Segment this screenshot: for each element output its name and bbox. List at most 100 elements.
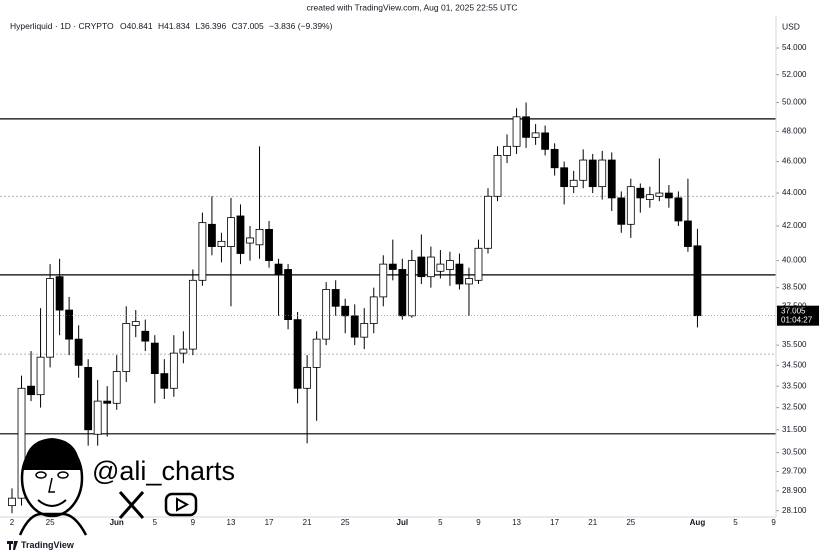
x-tick-label: Jul <box>397 518 409 527</box>
x-tick-label: 25 <box>46 518 55 527</box>
candle-body <box>607 159 616 199</box>
x-tick-label: 17 <box>550 518 559 527</box>
x-tick-label: 13 <box>512 518 521 527</box>
symbol: Hyperliquid · 1D · CRYPTO <box>10 21 114 31</box>
candle-body <box>350 315 359 338</box>
candle-body <box>208 223 216 247</box>
candle-body <box>474 247 483 281</box>
candle-body <box>369 296 378 324</box>
candle-body <box>541 132 550 150</box>
candle-body <box>693 245 702 317</box>
y-tick-label: 54.000 <box>782 43 807 52</box>
candle-body <box>103 400 112 404</box>
candle-body <box>141 330 150 342</box>
candle-body <box>55 276 64 311</box>
candle-body <box>426 256 435 278</box>
candle-body <box>112 371 121 404</box>
x-tick-label: 25 <box>626 518 635 527</box>
candle-body <box>236 215 245 254</box>
y-tick-label: 40.000 <box>782 256 807 265</box>
candle-body <box>674 197 683 222</box>
y-tick-label: 29.700 <box>782 467 807 476</box>
candle-body <box>274 263 283 276</box>
plot-area <box>0 47 779 514</box>
created-note: created with TradingView.com, Aug 01, 20… <box>306 2 517 12</box>
x-tick-label: 13 <box>227 518 236 527</box>
candle-body <box>284 269 292 321</box>
x-tick-label: 17 <box>265 518 274 527</box>
y-tick-label: 38.500 <box>782 283 807 292</box>
candle-body <box>74 338 83 366</box>
candle-body <box>303 366 312 389</box>
currency: USD <box>782 21 800 31</box>
candle-body <box>312 338 321 368</box>
candle-body <box>169 352 178 389</box>
price-tag: 37.005 01:04:27 <box>777 305 819 326</box>
y-tick-label: 32.500 <box>782 403 807 412</box>
candle-body <box>293 319 302 389</box>
x-tick-label: 21 <box>303 518 312 527</box>
candle-body <box>465 278 473 285</box>
y-tick-label: 34.500 <box>782 360 807 369</box>
candle-body <box>255 228 264 246</box>
candle-body <box>8 497 16 507</box>
footer-logo: TradingView <box>7 540 75 550</box>
low: L36.396 <box>196 21 227 31</box>
candle-body <box>560 167 569 188</box>
y-tick-label: 52.000 <box>782 70 807 79</box>
candle-body <box>93 400 102 435</box>
y-tick-label: 44.000 <box>782 188 807 197</box>
candle-body <box>531 132 540 138</box>
candle-body <box>684 220 692 247</box>
y-tick-label: 28.900 <box>782 486 807 495</box>
y-tick-label: 37.500 <box>782 301 807 310</box>
candle-body <box>360 323 369 338</box>
candle-body <box>27 385 35 396</box>
y-tick-label: 50.000 <box>782 98 807 107</box>
candle-body <box>436 263 445 272</box>
candle-body <box>626 186 635 225</box>
candle-body <box>484 195 492 249</box>
price-tag-box <box>777 305 819 326</box>
candle-body <box>664 192 673 199</box>
candle-body <box>512 116 521 147</box>
candle-body <box>36 356 45 396</box>
x-tick-label: 9 <box>771 518 776 527</box>
candle-body <box>388 263 397 270</box>
candle-body <box>246 237 254 244</box>
candle-body <box>198 222 207 281</box>
x-tick-label: 5 <box>733 518 738 527</box>
candle-body <box>122 323 131 372</box>
header: Hyperliquid · 1D · CRYPTO O40.841 H41.83… <box>10 21 333 31</box>
candle-body <box>579 159 588 181</box>
avatar <box>18 438 88 536</box>
candle-body <box>179 348 188 354</box>
candle-body <box>645 194 654 200</box>
high: H41.834 <box>158 21 190 31</box>
candle-body <box>160 373 169 389</box>
price-tag-value: 37.005 <box>781 306 806 315</box>
x-tick-label: 5 <box>438 518 443 527</box>
candle-body <box>455 263 464 285</box>
candle-body <box>150 342 159 374</box>
candle-body <box>417 256 426 278</box>
close: C37.005 <box>232 21 264 31</box>
x-tick-label: 25 <box>341 518 350 527</box>
y-tick-label: 46.000 <box>782 157 807 166</box>
candle-body <box>265 228 273 261</box>
candle-body <box>379 263 388 298</box>
candle-body <box>341 305 350 317</box>
candle-body <box>65 309 74 340</box>
candle-body <box>84 366 93 431</box>
candle-body <box>227 217 235 247</box>
watermark: @ali_charts <box>18 438 235 536</box>
x-tick-label: 21 <box>588 518 597 527</box>
candle-body <box>331 289 340 307</box>
candle-body <box>131 321 140 326</box>
candle-body <box>446 260 454 270</box>
candle-body <box>493 155 502 197</box>
footer: TradingView <box>21 540 75 550</box>
candle-body <box>217 240 226 247</box>
candle-body <box>407 260 416 317</box>
